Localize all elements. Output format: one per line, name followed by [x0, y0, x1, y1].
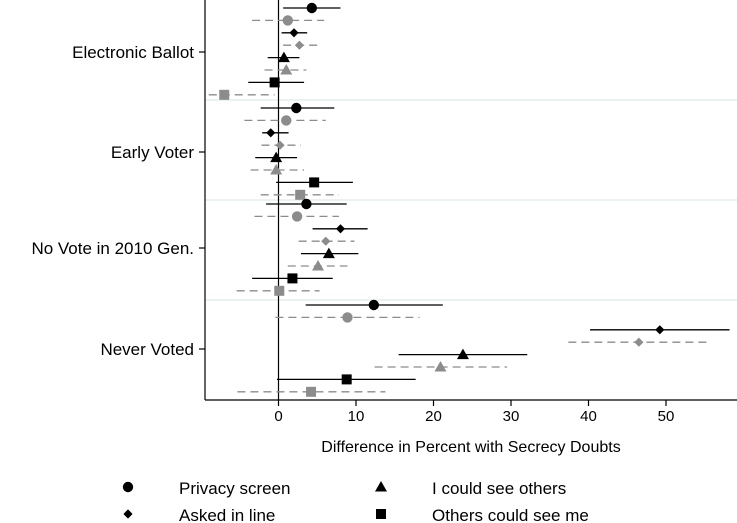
g1-see_others-primary-point	[277, 51, 290, 63]
group-labels: Electronic Ballot Early Voter No Vote in 2…	[31, 43, 205, 359]
group-label-3: No Vote in 2010 Gen.	[31, 239, 194, 258]
g2-seen-secondary-point	[295, 189, 306, 200]
g2-line-secondary-point	[275, 140, 285, 150]
g4-line-primary-point	[655, 325, 665, 335]
x-tick-label-50: 50	[658, 408, 675, 425]
g2-seen-primary-point	[309, 177, 320, 188]
g3-see_others-primary-point	[322, 247, 335, 259]
g4-see_others-secondary-point	[434, 361, 447, 372]
g4-seen-primary-point	[341, 374, 352, 385]
g3-seen-secondary-point	[274, 285, 285, 296]
g1-line-primary-point	[289, 28, 299, 38]
g4-see_others-primary-point	[456, 348, 469, 360]
g1-privacy-secondary-point	[282, 15, 293, 26]
g4-line-secondary-point	[634, 337, 644, 347]
legend-marker-privacy	[122, 481, 134, 493]
group-label-4: Never Voted	[100, 340, 194, 359]
g2-see_others-secondary-point	[270, 164, 283, 175]
legend: Privacy screen Asked in line I could see o…	[122, 479, 589, 523]
group-separators	[205, 99, 737, 301]
chart-axes: 0 10 20 30 40 50	[204, 0, 737, 425]
x-tick-label-20: 20	[425, 408, 442, 425]
group-label-2: Early Voter	[111, 143, 194, 162]
g1-seen-secondary-point	[219, 89, 230, 100]
g3-privacy-secondary-point	[291, 211, 303, 222]
g3-seen-primary-point	[287, 273, 298, 284]
g4-privacy-primary-point	[368, 299, 380, 311]
legend-label-privacy: Privacy screen	[179, 479, 290, 498]
g3-privacy-primary-point	[301, 198, 312, 210]
g2-privacy-primary-point	[291, 102, 302, 114]
legend-marker-seen	[376, 509, 386, 519]
g3-see_others-secondary-point	[312, 260, 325, 271]
estimate-marks	[208, 2, 730, 397]
g4-privacy-secondary-point	[342, 312, 353, 323]
x-tick-label-0: 0	[274, 408, 282, 425]
g1-line-secondary-point	[294, 40, 305, 50]
legend-label-line: Asked in line	[179, 506, 275, 523]
legend-marker-see_others	[375, 481, 387, 492]
g3-line-secondary-point	[321, 236, 331, 246]
x-tick-label-40: 40	[580, 408, 597, 425]
g2-see_others-primary-point	[270, 151, 283, 163]
g4-seen-secondary-point	[306, 386, 317, 397]
x-tick-label-30: 30	[503, 408, 520, 425]
g1-see_others-secondary-point	[280, 64, 293, 75]
legend-marker-line	[123, 509, 133, 519]
x-axis-label: Difference in Percent with Secrecy Doubt…	[321, 439, 620, 456]
legend-label-seen: Others could see me	[432, 506, 589, 523]
x-tick-label-10: 10	[348, 408, 365, 425]
group-label-1: Electronic Ballot	[72, 43, 194, 62]
g3-line-primary-point	[335, 224, 346, 234]
g2-privacy-secondary-point	[281, 115, 292, 126]
g1-seen-primary-point	[269, 77, 280, 88]
g1-privacy-primary-point	[306, 2, 318, 14]
g2-line-primary-point	[266, 128, 276, 138]
legend-label-see_others: I could see others	[432, 479, 566, 498]
